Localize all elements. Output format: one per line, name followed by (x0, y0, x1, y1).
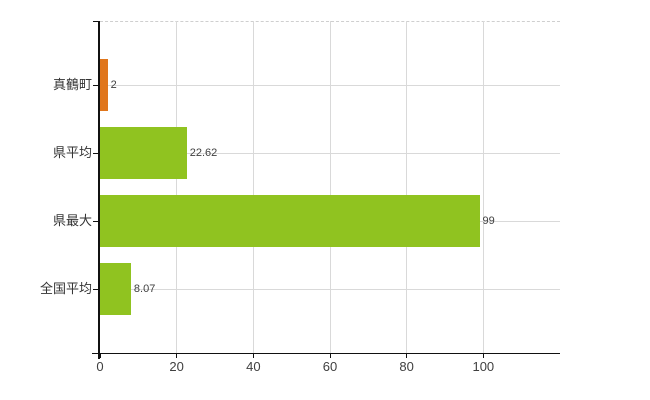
grid-line-vertical (252, 21, 254, 353)
x-tick-label: 100 (472, 359, 495, 374)
x-tick-mark (482, 353, 484, 358)
grid-line-horizontal (100, 84, 560, 86)
x-tick-mark (329, 353, 331, 358)
y-axis-line (98, 21, 100, 359)
x-tick-mark (99, 353, 101, 358)
y-tick-mark (93, 152, 100, 154)
grid-line-horizontal (100, 288, 560, 290)
category-label: 県平均 (52, 145, 92, 160)
x-tick-label: 0 (96, 359, 104, 374)
bar[interactable] (100, 127, 187, 179)
bar[interactable] (100, 195, 480, 247)
grid-line-horizontal (100, 152, 560, 154)
value-label: 2 (110, 79, 117, 91)
grid-line-vertical (406, 21, 408, 353)
category-label: 真鶴町 (52, 77, 92, 92)
y-tick-mark (93, 220, 100, 222)
x-tick-label: 60 (322, 359, 338, 374)
x-tick-mark (252, 353, 254, 358)
x-tick-label: 20 (169, 359, 184, 374)
category-label: 県最大 (52, 213, 92, 228)
value-label: 22.62 (189, 147, 218, 159)
value-label: 99 (482, 215, 495, 227)
grid-line-vertical (482, 21, 484, 353)
plot-area: 0 20 40 60 80 100 真鶴町 2 県平均 22.62 県最大 99 全国平均 8.07 (40, 21, 560, 374)
x-tick-label: 80 (399, 359, 414, 374)
x-axis-line (92, 352, 560, 354)
x-tick-mark (176, 353, 178, 358)
bar[interactable] (100, 59, 108, 111)
value-label: 8.07 (133, 283, 156, 295)
category-label: 全国平均 (39, 281, 92, 296)
y-tick-mark (93, 84, 100, 86)
y-tick-mark (93, 288, 100, 290)
bar[interactable] (100, 263, 131, 315)
grid-line-vertical (176, 21, 178, 353)
x-tick-mark (406, 353, 408, 358)
grid-line-vertical (329, 21, 331, 353)
y-axis-top-tick (93, 21, 100, 22)
x-tick-label: 40 (246, 359, 261, 374)
